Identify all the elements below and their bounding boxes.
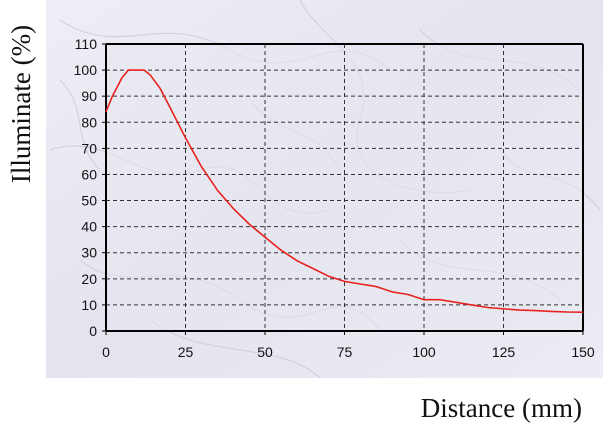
y-tick-label: 20: [81, 271, 97, 287]
y-axis-title: Illuminate (%): [6, 25, 36, 183]
y-tick-label: 80: [81, 114, 97, 130]
x-tick-label: 75: [337, 344, 353, 360]
x-tick-label: 150: [571, 344, 595, 360]
series-line: [105, 69, 584, 313]
series-group: [105, 69, 584, 313]
x-tick-label: 125: [492, 344, 516, 360]
x-tick-label: 25: [178, 344, 194, 360]
y-tick-label: 90: [81, 88, 97, 104]
x-tick-label: 100: [412, 344, 436, 360]
y-tick-label: 70: [81, 140, 97, 156]
axes: [102, 43, 584, 335]
y-tick-label: 10: [81, 297, 97, 313]
y-tick-label: 50: [81, 193, 97, 209]
x-tick-labels: 0 25 50 75 100 125 150: [102, 344, 595, 360]
x-tick-label: 0: [102, 344, 110, 360]
x-axis-title: Distance (mm): [421, 393, 582, 423]
y-tick-label: 60: [81, 166, 97, 182]
y-tick-label: 40: [81, 219, 97, 235]
y-tick-label: 0: [89, 323, 97, 339]
y-tick-label: 30: [81, 245, 97, 261]
y-tick-label: 110: [75, 36, 98, 52]
x-tick-label: 50: [257, 344, 273, 360]
y-tick-label: 100: [74, 62, 98, 78]
y-tick-labels: 0 10 20 30 40 50 60 70 80 90 100 110: [74, 36, 98, 339]
